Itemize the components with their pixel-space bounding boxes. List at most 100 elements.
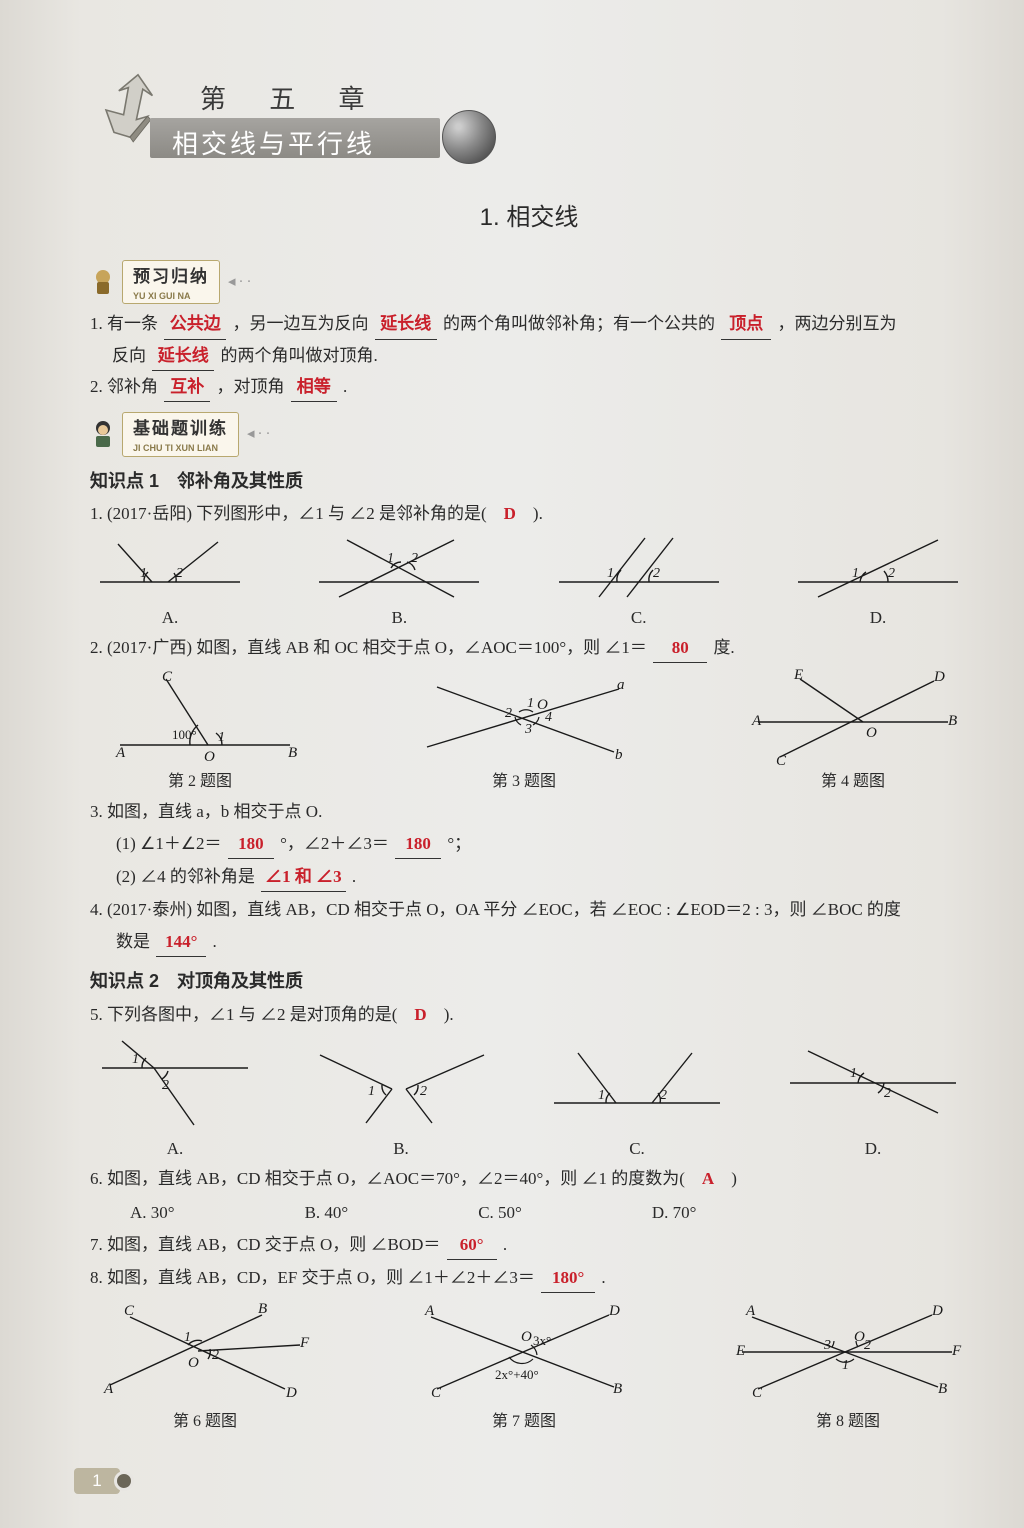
svg-text:C: C bbox=[752, 1385, 763, 1401]
svg-text:O: O bbox=[188, 1355, 199, 1371]
q1: 1. (2017·岳阳) 下列图形中，∠1 与 ∠2 是邻补角的是( D ). bbox=[90, 500, 968, 528]
svg-text:O: O bbox=[204, 749, 215, 765]
svg-text:2: 2 bbox=[660, 1088, 667, 1103]
tag-yuxi: 预习归纳 YU XI GUI NA ◂·· bbox=[90, 260, 968, 305]
svg-text:2: 2 bbox=[411, 551, 418, 566]
svg-text:F: F bbox=[951, 1343, 962, 1359]
q1-fig-B: 1 2 bbox=[309, 532, 489, 602]
svg-text:O: O bbox=[521, 1329, 532, 1345]
q3-part2: (2) ∠4 的邻补角是 ∠1 和 ∠3 . bbox=[116, 863, 968, 892]
tag-jichu: 基础题训练 JI CHU TI XUN LIAN ◂·· bbox=[90, 412, 968, 457]
q5: 5. 下列各图中，∠1 与 ∠2 是对顶角的是( D ). bbox=[90, 1001, 968, 1029]
tag-jichu-label: 基础题训练 bbox=[133, 419, 228, 438]
tag-jichu-pinyin: JI CHU TI XUN LIAN bbox=[133, 441, 228, 456]
yuxi-q1-line2: 反向 延长线 的两个角叫做对顶角. bbox=[90, 342, 968, 371]
svg-text:2: 2 bbox=[653, 566, 660, 581]
page-dot-icon bbox=[114, 1471, 134, 1491]
q1-fig-A: 1 2 bbox=[90, 532, 250, 602]
svg-text:D: D bbox=[933, 669, 945, 685]
svg-text:2: 2 bbox=[888, 566, 895, 581]
q4-line1: 4. (2017·泰州) 如图，直线 AB，CD 相交于点 O，OA 平分 ∠E… bbox=[90, 896, 968, 924]
q1-figures: 1 2 A. 1 2 B. bbox=[90, 532, 968, 632]
svg-text:1: 1 bbox=[607, 566, 614, 581]
yuxi-q1-line1: 1. 有一条 公共边 ，另一边互为反向 延长线 的两个角叫做邻补角；有一个公共的… bbox=[90, 310, 968, 339]
svg-text:O: O bbox=[866, 725, 877, 741]
svg-text:1: 1 bbox=[850, 1066, 857, 1081]
chapter-title-bar: 相交线与平行线 bbox=[150, 118, 440, 158]
blank-yanchangxian2: 延长线 bbox=[152, 342, 214, 371]
q5-answer: D bbox=[414, 1005, 426, 1024]
svg-text:C: C bbox=[124, 1303, 135, 1319]
svg-text:B: B bbox=[288, 745, 297, 761]
q7: 7. 如图，直线 AB，CD 交于点 O，则 ∠BOD＝ 60° . bbox=[90, 1231, 968, 1260]
svg-text:2: 2 bbox=[212, 1348, 219, 1363]
q4-line2: 数是 144° . bbox=[116, 928, 968, 957]
svg-text:B: B bbox=[938, 1381, 947, 1397]
q8-fig: A B C D E F O 1 2 3 bbox=[728, 1297, 968, 1407]
svg-text:O: O bbox=[537, 697, 548, 713]
svg-text:B: B bbox=[948, 713, 957, 729]
svg-text:E: E bbox=[793, 667, 803, 683]
q2-answer: 80 bbox=[653, 634, 707, 663]
svg-text:2: 2 bbox=[176, 566, 183, 581]
q6-fig: A B C D O F 1 2 bbox=[90, 1297, 320, 1407]
svg-text:3: 3 bbox=[823, 1338, 831, 1353]
svg-text:D: D bbox=[931, 1303, 943, 1319]
chapter-header: 第 五 章 相交线与平行线 bbox=[90, 60, 968, 170]
q3-ans3: ∠1 和 ∠3 bbox=[261, 863, 346, 892]
svg-text:F: F bbox=[299, 1335, 310, 1351]
svg-text:A: A bbox=[745, 1303, 756, 1319]
svg-text:1: 1 bbox=[132, 1052, 139, 1067]
svg-text:1: 1 bbox=[527, 696, 534, 711]
svg-text:a: a bbox=[617, 677, 625, 693]
svg-text:2: 2 bbox=[162, 1078, 169, 1093]
orb-icon bbox=[442, 110, 496, 164]
q1-answer: D bbox=[504, 504, 516, 523]
svg-text:b: b bbox=[615, 747, 623, 763]
q6: 6. 如图，直线 AB，CD 相交于点 O，∠AOC＝70°，∠2＝40°，则 … bbox=[90, 1165, 968, 1193]
blank-yanchangxian: 延长线 bbox=[375, 310, 437, 339]
blank-xiangdeng: 相等 bbox=[291, 373, 337, 402]
q6-options: A. 30° B. 40° C. 50° D. 70° bbox=[130, 1199, 968, 1227]
q1-fig-C: 1 2 bbox=[549, 532, 729, 602]
svg-text:B: B bbox=[613, 1381, 622, 1397]
tag-tail: ◂·· bbox=[228, 270, 255, 295]
q6-7-8-figures: A B C D O F 1 2 第 6 题图 A B C D O bbox=[90, 1297, 968, 1435]
q2: 2. (2017·广西) 如图，直线 AB 和 OC 相交于点 O，∠AOC＝1… bbox=[90, 634, 968, 663]
kp2-title: 知识点 2 对顶角及其性质 bbox=[90, 967, 968, 997]
svg-text:2x°+40°: 2x°+40° bbox=[495, 1367, 539, 1382]
svg-text:1: 1 bbox=[218, 730, 225, 745]
svg-text:3: 3 bbox=[524, 722, 532, 737]
q3-part1: (1) ∠1＋∠2＝ 180 °，∠2＋∠3＝ 180 °； bbox=[116, 830, 968, 859]
svg-text:D: D bbox=[608, 1303, 620, 1319]
blank-hubu: 互补 bbox=[164, 373, 210, 402]
q3-ans2: 180 bbox=[395, 830, 441, 859]
kp1-title: 知识点 1 邻补角及其性质 bbox=[90, 467, 968, 497]
q8: 8. 如图，直线 AB，CD，EF 交于点 O，则 ∠1＋∠2＋∠3＝ 180°… bbox=[90, 1264, 968, 1293]
svg-text:1: 1 bbox=[368, 1084, 375, 1099]
svg-text:A: A bbox=[751, 713, 762, 729]
svg-text:C: C bbox=[776, 753, 787, 767]
svg-text:1: 1 bbox=[184, 1330, 191, 1345]
page-number: 1 bbox=[74, 1468, 134, 1494]
blank-gonggongbian: 公共边 bbox=[164, 310, 226, 339]
svg-text:B: B bbox=[258, 1301, 267, 1317]
q1-fig-D: 1 2 bbox=[788, 532, 968, 602]
q2-3-4-figures: A B C O 100° 1 第 2 题图 a b 1 2 3 4 bbox=[90, 667, 968, 795]
q5-fig-A: 1 2 bbox=[90, 1033, 260, 1133]
q2-fig: A B C O 100° 1 bbox=[90, 667, 310, 767]
q3-ans1: 180 bbox=[228, 830, 274, 859]
svg-text:1: 1 bbox=[387, 551, 394, 566]
svg-text:1: 1 bbox=[842, 1358, 849, 1373]
svg-text:E: E bbox=[735, 1343, 745, 1359]
svg-text:1: 1 bbox=[852, 566, 859, 581]
svg-text:2: 2 bbox=[420, 1084, 427, 1099]
svg-text:C: C bbox=[162, 669, 173, 685]
tag-yuxi-label: 预习归纳 bbox=[133, 267, 209, 286]
svg-text:2: 2 bbox=[884, 1086, 891, 1101]
q3-fig: a b 1 2 3 4 O bbox=[409, 667, 639, 767]
svg-text:2: 2 bbox=[505, 706, 512, 721]
q5-fig-B: 1 2 bbox=[306, 1033, 496, 1133]
mascot-icon bbox=[90, 267, 116, 297]
tag-tail-2: ◂·· bbox=[247, 422, 274, 447]
